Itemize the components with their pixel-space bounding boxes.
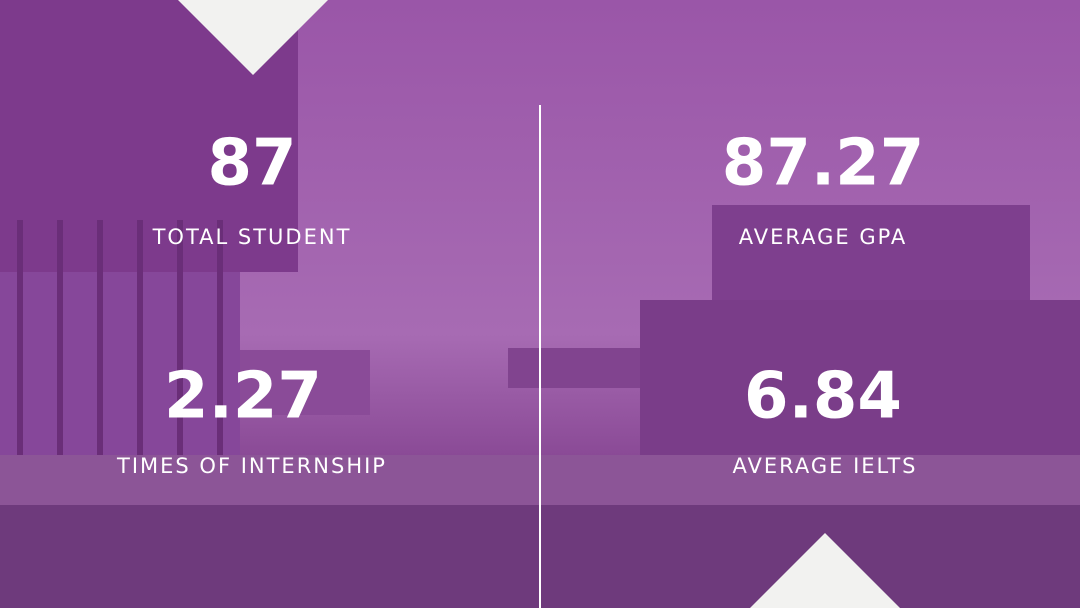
stat-value: 2.27	[164, 360, 322, 434]
stat-label: AVERAGE GPA	[739, 225, 908, 249]
stat-value: 87.27	[722, 127, 924, 201]
stat-label: AVERAGE IELTS	[732, 454, 917, 478]
triangle-top	[178, 0, 328, 75]
triangle-bottom	[750, 533, 900, 608]
stat-value: 6.84	[744, 360, 902, 434]
stat-value: 87	[207, 127, 296, 201]
stat-label: TOTAL STUDENT	[152, 225, 352, 249]
stat-label: TIMES OF INTERNSHIP	[116, 454, 387, 478]
